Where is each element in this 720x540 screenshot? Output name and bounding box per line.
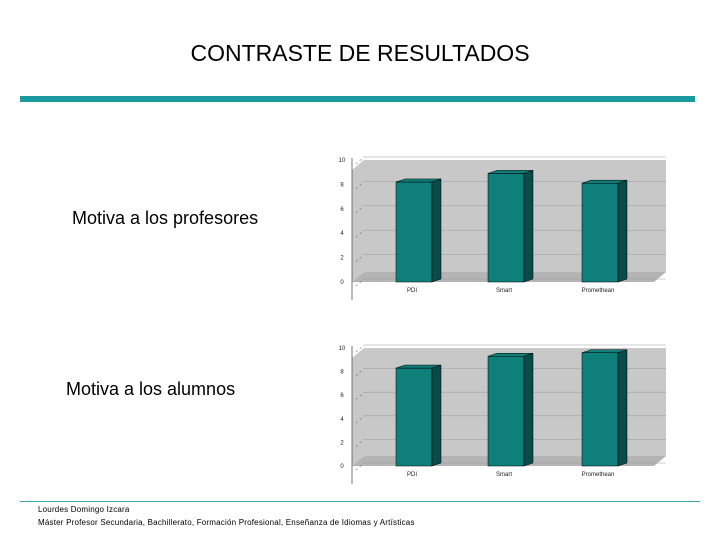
bar-top-smart (487, 170, 534, 174)
y-tick-label: 2 (340, 256, 344, 262)
slide-title: CONTRASTE DE RESULTADOS (190, 40, 530, 66)
gridline-diagonal (355, 439, 365, 447)
bar-side-pdi (431, 364, 442, 467)
footer-divider (20, 501, 700, 502)
x-tick-label: Promethean (582, 472, 615, 478)
bar-chart-alumnos: 0 2 4 6 8 10 PDI Smart Promethean (339, 344, 666, 484)
x-tick-label: Promethean (582, 288, 615, 294)
gridline-diagonal (355, 181, 365, 189)
gridline-diagonal (355, 156, 365, 165)
gridline-diagonal (355, 205, 365, 214)
bar-top-promethean (581, 349, 628, 353)
x-tick-label: Smart (496, 472, 512, 478)
y-tick-label: 6 (340, 207, 344, 213)
gridline-diagonal (355, 229, 365, 238)
bar-side-smart (523, 352, 534, 467)
gridline-diagonal (355, 462, 365, 471)
bar-promethean (581, 352, 619, 467)
bar-side-promethean (617, 179, 628, 283)
gridline-diagonal (355, 415, 365, 424)
gridline-diagonal (355, 278, 365, 287)
bar-top-pdi (395, 178, 442, 183)
y-tick-label: 4 (340, 231, 344, 237)
bar-smart (487, 356, 525, 467)
bar-pdi (395, 181, 433, 283)
y-tick-label: 0 (340, 464, 344, 470)
bar-pdi (395, 367, 433, 467)
bar-chart-profesores: 0 2 4 6 8 10 PDI Smart Promethean (339, 156, 666, 300)
chart-profesores: 0 2 4 6 8 10 PDI Smart Promethean (336, 148, 676, 303)
bar-side-smart (523, 170, 534, 283)
title-divider (20, 96, 695, 102)
x-tick-label: Smart (496, 288, 512, 294)
row-label-profesores: Motiva a los profesores (72, 208, 259, 228)
gridline-diagonal (355, 391, 365, 400)
bar-top-promethean (581, 179, 628, 184)
y-tick-label: 0 (340, 280, 344, 286)
gridline-diagonal (355, 368, 365, 376)
bar-top-smart (487, 353, 534, 357)
chart-alumnos: 0 2 4 6 8 10 PDI Smart Promethean (336, 338, 676, 488)
bar-side-promethean (617, 349, 628, 467)
footer-program: Máster Profesor Secundaria, Bachillerato… (38, 518, 415, 527)
bar-top-pdi (395, 364, 442, 369)
y-tick-label: 8 (340, 182, 344, 188)
y-tick-label: 2 (340, 440, 344, 446)
y-tick-label: 6 (340, 393, 344, 399)
gridline-diagonal (355, 344, 365, 353)
x-tick-label: PDI (407, 288, 417, 294)
row-label-alumnos: Motiva a los alumnos (66, 379, 236, 399)
y-tick-label: 10 (339, 346, 346, 352)
bar-side-pdi (431, 178, 442, 283)
y-tick-label: 8 (340, 370, 344, 376)
y-tick-label: 4 (340, 417, 344, 423)
bar-smart (487, 173, 525, 283)
gridline-diagonal (355, 254, 365, 262)
footer-author: Lourdes Domingo Izcara (38, 505, 130, 514)
y-tick-label: 10 (339, 158, 346, 164)
x-tick-label: PDI (407, 472, 417, 478)
bar-promethean (581, 182, 619, 283)
